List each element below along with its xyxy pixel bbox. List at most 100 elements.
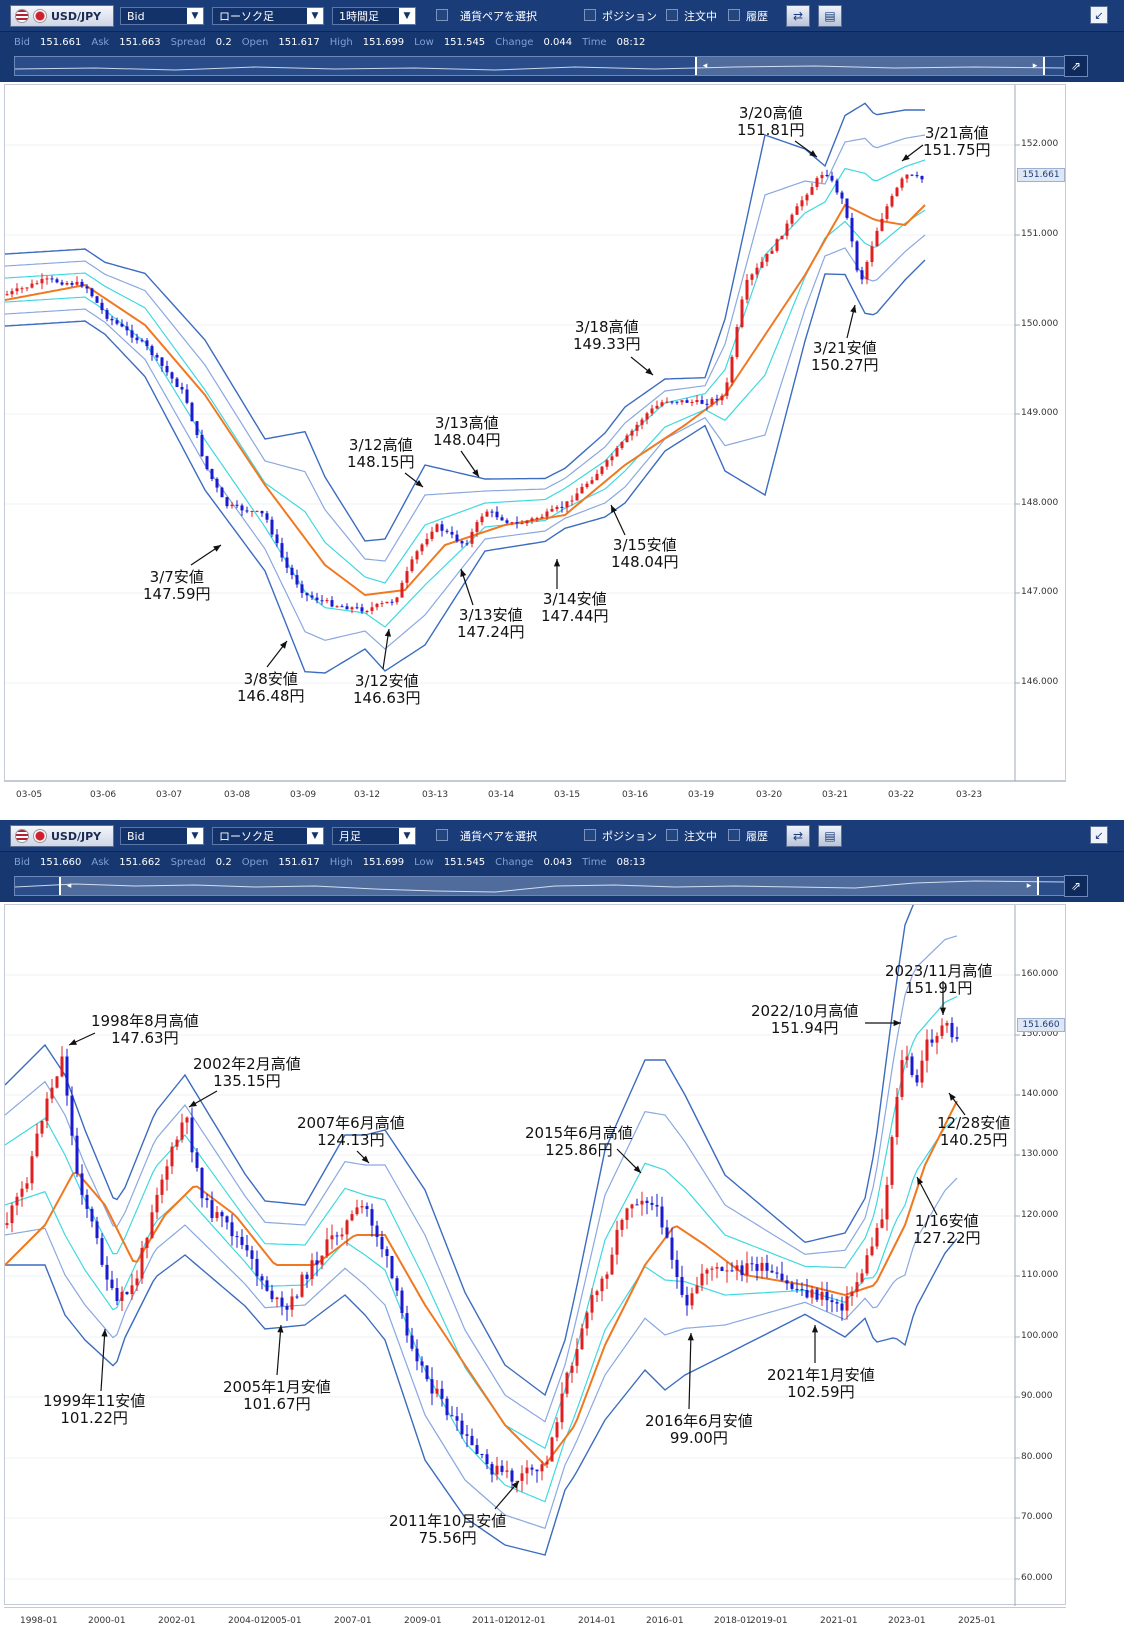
moving-average-line xyxy=(5,203,926,597)
candle-body xyxy=(675,1259,679,1277)
chart-type-select[interactable]: ローソク足 ▼ xyxy=(212,827,324,845)
x-tick-label: 2000-01 xyxy=(88,1616,126,1626)
candle-body xyxy=(700,1273,704,1286)
candle-body xyxy=(670,401,674,403)
candle-body xyxy=(220,487,224,498)
bollinger-band-mid-lower xyxy=(5,1177,958,1530)
price-type-select[interactable]: Bid ▼ xyxy=(120,827,204,845)
candle-body xyxy=(5,294,9,296)
navigator-window[interactable]: ◂ ▸ xyxy=(59,877,1039,895)
candle-body xyxy=(850,217,854,242)
candle-body xyxy=(135,1278,139,1286)
candle-body xyxy=(25,287,29,289)
annotation-price: 149.33円 xyxy=(573,335,641,353)
candle-body xyxy=(755,1264,759,1271)
candle-body xyxy=(750,1263,754,1265)
candle-body xyxy=(180,1122,184,1140)
select-pair-checkbox[interactable] xyxy=(436,9,448,21)
candle-body xyxy=(595,473,599,481)
candle-body xyxy=(390,1256,394,1279)
orders-checkbox[interactable] xyxy=(666,9,678,21)
candle-body xyxy=(295,575,299,585)
position-checkbox[interactable] xyxy=(584,829,596,841)
price-annotation: 3/14安値 147.44円 xyxy=(541,591,609,625)
annotation-label: 3/15安値 xyxy=(612,536,677,554)
candle-body xyxy=(200,1167,204,1199)
candle-body xyxy=(155,1194,159,1213)
high-value: 151.699 xyxy=(362,36,405,48)
bollinger-band-mid-upper xyxy=(5,935,958,1423)
timeframe-select[interactable]: 月足 ▼ xyxy=(332,827,416,845)
candle-body xyxy=(330,1235,334,1240)
history-checkbox[interactable] xyxy=(728,829,740,841)
annotation-label: 2002年2月高値 xyxy=(193,1055,301,1073)
currency-pair-button[interactable]: USD/JPY xyxy=(10,5,114,27)
price-chart-plot[interactable]: 160.000 150.000 140.000 130.000 120.000 110.0… xyxy=(4,904,1066,1606)
price-annotation: 2023/11月高値 151.91円 xyxy=(885,963,992,997)
chart-type-select[interactable]: ローソク足 ▼ xyxy=(212,7,324,25)
navigator-track[interactable]: ◂ ▸ xyxy=(14,876,1066,896)
candle-body xyxy=(480,516,484,523)
candle-body xyxy=(505,1470,509,1472)
position-checkbox[interactable] xyxy=(584,9,596,21)
expand-button[interactable]: ⇗ xyxy=(1064,55,1088,77)
annotation-label: 2022/10月高値 xyxy=(751,1002,859,1020)
chevron-right-icon[interactable]: ▸ xyxy=(1032,61,1038,71)
x-tick-label: 03-09 xyxy=(290,790,317,800)
x-tick-label: 03-19 xyxy=(688,790,715,800)
candle-body xyxy=(180,387,184,390)
price-chart-plot[interactable]: 152.000 151.000 150.000 149.000 148.000 147.0… xyxy=(4,84,1066,782)
candle-body xyxy=(540,516,544,518)
chevron-left-icon[interactable]: ◂ xyxy=(66,881,72,891)
candle-body xyxy=(90,1208,94,1222)
chart-settings-button[interactable]: ⇄ xyxy=(786,825,810,847)
collapse-button[interactable]: ↙ xyxy=(1090,826,1108,844)
time-axis: 03-05 03-06 03-07 03-08 03-09 03-12 03-13 03-14… xyxy=(4,781,1066,809)
price-type-select[interactable]: Bid ▼ xyxy=(120,7,204,25)
timeframe-select[interactable]: 1時間足 ▼ xyxy=(332,7,416,25)
candle-body xyxy=(530,518,534,521)
low-label: Low xyxy=(414,36,434,48)
collapse-button[interactable]: ↙ xyxy=(1090,6,1108,24)
candle-body xyxy=(400,582,404,598)
candle-body xyxy=(570,500,574,502)
chart-settings-button[interactable]: ⇄ xyxy=(786,5,810,27)
orders-checkbox[interactable] xyxy=(666,829,678,841)
candle-body xyxy=(720,1267,724,1271)
candle-body xyxy=(615,1229,619,1255)
candle-body xyxy=(175,378,179,387)
candle-body xyxy=(580,1328,584,1350)
annotation-label: 3/7安値 xyxy=(149,568,204,586)
window-layout-button[interactable]: ▤ xyxy=(818,825,842,847)
navigator-window[interactable]: ◂ ▸ xyxy=(695,57,1045,75)
candle-body xyxy=(705,403,709,405)
candle-body xyxy=(190,402,194,422)
candle-body xyxy=(410,559,414,572)
candle-body xyxy=(605,1274,609,1279)
select-pair-checkbox[interactable] xyxy=(436,829,448,841)
candle-body xyxy=(710,398,714,405)
annotation-label: 3/14安値 xyxy=(542,590,607,608)
chevron-left-icon[interactable]: ◂ xyxy=(702,61,708,71)
candle-body xyxy=(410,1335,414,1349)
x-tick-label: 2002-01 xyxy=(158,1616,196,1626)
window-layout-button[interactable]: ▤ xyxy=(818,5,842,27)
candle-body xyxy=(235,1236,239,1238)
candle-body xyxy=(730,357,734,383)
x-tick-label: 2019-01 xyxy=(750,1616,788,1626)
candle-body xyxy=(110,318,114,321)
candle-body xyxy=(345,1220,349,1235)
candle-body xyxy=(820,175,824,179)
expand-button[interactable]: ⇗ xyxy=(1064,875,1088,897)
history-checkbox[interactable] xyxy=(728,9,740,21)
navigator-track[interactable]: ◂ ▸ xyxy=(14,56,1066,76)
currency-pair-button[interactable]: USD/JPY xyxy=(10,825,114,847)
quote-bar: Bid 151.660 Ask 151.662 Spread 0.2 Open 151.… xyxy=(0,852,1124,872)
candle-body xyxy=(565,501,569,508)
candle-body xyxy=(40,278,44,284)
candle-body xyxy=(145,1237,149,1248)
candle-body xyxy=(590,480,594,484)
y-tick-label: 147.000 xyxy=(1021,587,1059,597)
chevron-right-icon[interactable]: ▸ xyxy=(1026,881,1032,891)
candle-body xyxy=(565,1372,569,1394)
